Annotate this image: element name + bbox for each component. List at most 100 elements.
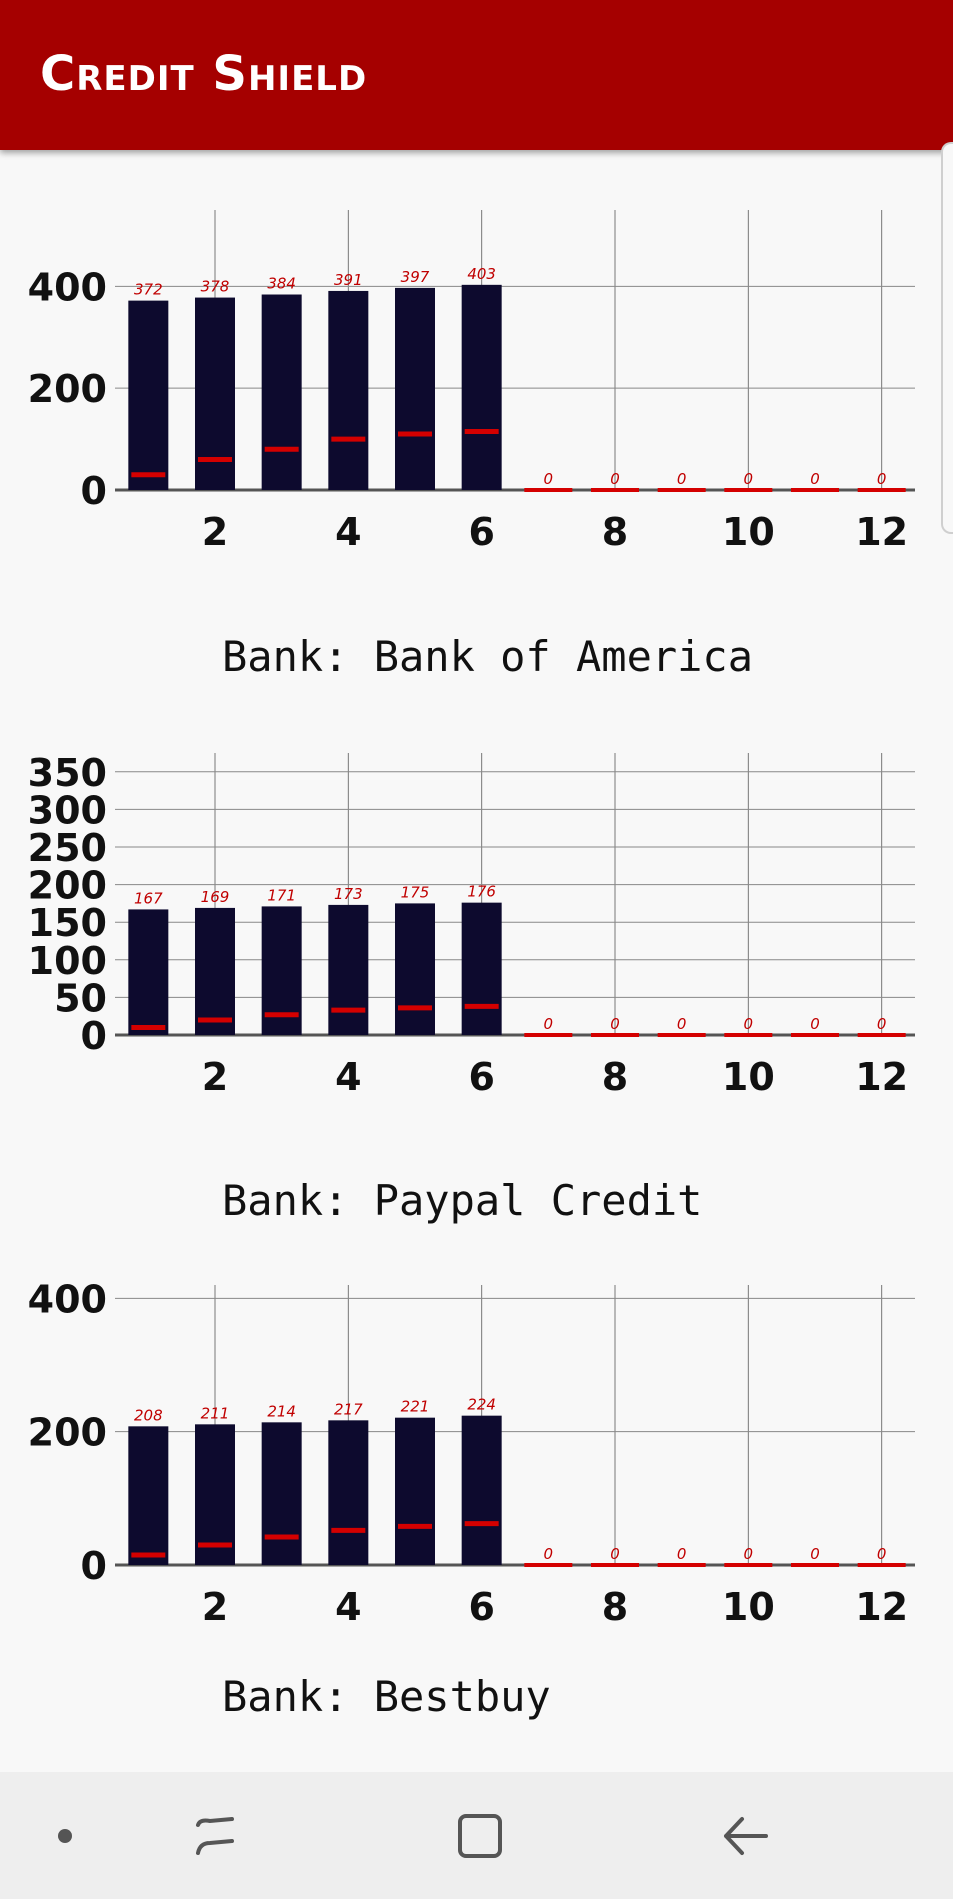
y-tick-label: 300 — [28, 788, 107, 832]
x-tick-label: 12 — [855, 1055, 908, 1099]
data-label: 173 — [334, 885, 363, 903]
y-tick-label: 100 — [28, 939, 107, 983]
x-tick-label: 6 — [468, 1055, 494, 1099]
bank-label-bank-of-america: Bank: Bank of America — [222, 632, 754, 681]
data-label: 224 — [467, 1396, 496, 1414]
data-label: 217 — [334, 1400, 363, 1418]
data-label: 0 — [744, 470, 754, 488]
bar — [461, 902, 502, 1035]
data-label: 0 — [544, 1545, 554, 1563]
x-tick-label: 8 — [602, 1585, 628, 1629]
chart-paypal-credit: 0 50 100 150 200 250 300 350 167 169 171 173 175 176 0… — [0, 738, 953, 1118]
data-label: 0 — [610, 470, 620, 488]
x-tick-label: 2 — [202, 1055, 228, 1099]
data-label: 0 — [744, 1015, 754, 1033]
y-tick-label: 50 — [54, 976, 107, 1020]
x-tick-label: 4 — [335, 1585, 361, 1629]
chart-svg: 0 200 400 208 211 214 217 221 224 0 0 0 0 0 0 2 4 6 8 10 12 — [28, 1277, 915, 1629]
y-tick-label: 0 — [81, 469, 107, 513]
data-label: 176 — [467, 883, 496, 901]
bar — [395, 287, 435, 490]
data-label: 171 — [267, 886, 296, 904]
app-bar: Credit Shield — [0, 0, 953, 150]
chart-bank-of-america: 0 200 400 372 378 384 391 397 403 0 0 0 0 0 0 2 4 6 8 10 12 — [0, 195, 953, 575]
x-tick-label: 8 — [602, 510, 628, 554]
chart-svg: 0 200 400 372 378 384 391 397 403 0 0 0 0 0 0 2 4 6 8 10 12 — [28, 210, 915, 554]
y-tick-label: 200 — [28, 864, 107, 908]
x-tick-label: 4 — [335, 510, 361, 554]
bar — [328, 290, 369, 490]
data-label: 0 — [677, 470, 687, 488]
bar — [128, 300, 169, 490]
data-label: 384 — [267, 275, 296, 293]
data-label: 214 — [267, 1402, 296, 1420]
bar — [328, 904, 369, 1035]
data-label: 0 — [610, 1545, 620, 1563]
system-navigation-bar — [0, 1772, 953, 1899]
y-tick-label: 350 — [28, 751, 107, 795]
data-label: 211 — [201, 1404, 230, 1422]
back-icon[interactable] — [710, 1772, 780, 1899]
data-label: 0 — [744, 1545, 754, 1563]
bar — [128, 909, 169, 1035]
data-label: 378 — [201, 278, 230, 296]
y-tick-label: 250 — [28, 826, 107, 870]
data-label: 175 — [401, 883, 430, 901]
y-tick-label: 0 — [81, 1014, 107, 1058]
data-label: 0 — [877, 1545, 887, 1563]
y-tick-label: 150 — [28, 901, 107, 945]
data-label: 391 — [334, 271, 363, 289]
bar — [195, 1424, 235, 1565]
bar — [261, 294, 302, 490]
bar — [328, 1420, 369, 1565]
data-label: 169 — [201, 888, 230, 906]
x-tick-label: 10 — [722, 1055, 775, 1099]
y-tick-label: 400 — [28, 265, 107, 309]
x-tick-label: 6 — [468, 1585, 494, 1629]
data-label: 0 — [877, 1015, 887, 1033]
data-label: 0 — [610, 1015, 620, 1033]
x-tick-label: 12 — [855, 1585, 908, 1629]
bar — [261, 1422, 302, 1565]
app-title: Credit Shield — [40, 46, 368, 102]
data-label: 208 — [134, 1406, 163, 1424]
data-label: 0 — [544, 470, 554, 488]
data-label: 403 — [467, 265, 496, 283]
data-label: 0 — [677, 1015, 687, 1033]
x-tick-label: 2 — [202, 510, 228, 554]
dot-icon[interactable] — [40, 1772, 90, 1899]
bar — [395, 903, 435, 1035]
x-tick-label: 10 — [722, 510, 775, 554]
x-tick-label: 8 — [602, 1055, 628, 1099]
bank-label-bestbuy: Bank: Bestbuy — [222, 1672, 551, 1721]
recent-apps-icon[interactable] — [180, 1772, 250, 1899]
data-label: 167 — [134, 889, 163, 907]
x-tick-label: 4 — [335, 1055, 361, 1099]
chart-bestbuy: 0 200 400 208 211 214 217 221 224 0 0 0 0 0 0 2 4 6 8 10 12 — [0, 1270, 953, 1650]
bar — [461, 284, 502, 490]
y-tick-label: 0 — [81, 1544, 107, 1588]
bar — [195, 907, 235, 1035]
data-label: 372 — [134, 281, 163, 299]
x-tick-label: 10 — [722, 1585, 775, 1629]
edge-panel-handle[interactable] — [941, 142, 953, 534]
data-label: 0 — [877, 470, 887, 488]
y-tick-label: 200 — [28, 367, 107, 411]
data-label: 0 — [810, 1545, 820, 1563]
bar — [395, 1417, 435, 1565]
data-label: 221 — [401, 1398, 430, 1416]
data-label: 397 — [401, 268, 430, 286]
home-icon[interactable] — [445, 1772, 515, 1899]
bank-label-paypal-credit: Bank: Paypal Credit — [222, 1176, 703, 1225]
x-tick-label: 6 — [468, 510, 494, 554]
data-label: 0 — [677, 1545, 687, 1563]
bar — [461, 1415, 502, 1565]
x-tick-label: 12 — [855, 510, 908, 554]
data-label: 0 — [810, 470, 820, 488]
data-label: 0 — [810, 1015, 820, 1033]
x-tick-label: 2 — [202, 1585, 228, 1629]
data-label: 0 — [544, 1015, 554, 1033]
y-tick-label: 400 — [28, 1277, 107, 1321]
bar — [128, 1426, 169, 1565]
